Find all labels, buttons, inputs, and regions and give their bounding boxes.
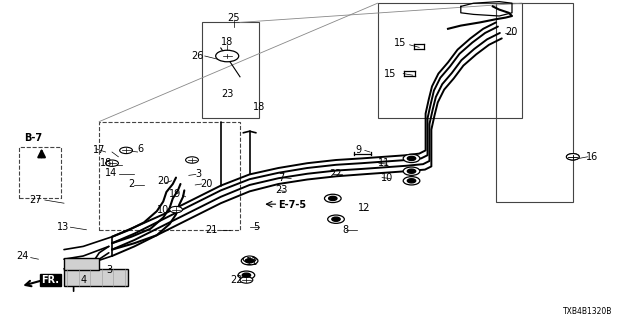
Text: 9: 9 xyxy=(355,145,362,156)
Circle shape xyxy=(170,206,182,213)
Circle shape xyxy=(407,169,416,173)
Text: 21: 21 xyxy=(205,225,218,236)
Text: 6: 6 xyxy=(138,144,144,154)
Bar xyxy=(19,147,61,198)
Text: 2: 2 xyxy=(128,179,134,189)
Text: 12: 12 xyxy=(358,203,371,213)
Circle shape xyxy=(403,154,420,163)
Circle shape xyxy=(407,179,416,183)
Text: 14: 14 xyxy=(105,168,117,178)
Text: 8: 8 xyxy=(342,225,349,236)
Circle shape xyxy=(243,273,251,277)
Text: 23: 23 xyxy=(275,185,287,196)
Text: 22: 22 xyxy=(330,169,342,180)
Text: 3: 3 xyxy=(106,265,112,276)
Text: 18: 18 xyxy=(100,158,112,168)
Text: 24: 24 xyxy=(17,251,29,261)
Circle shape xyxy=(186,157,198,163)
Bar xyxy=(64,269,128,286)
Text: 13: 13 xyxy=(57,222,69,232)
Text: 15: 15 xyxy=(394,38,406,48)
Bar xyxy=(202,22,259,118)
Circle shape xyxy=(324,194,341,203)
Circle shape xyxy=(238,271,255,279)
Text: 10: 10 xyxy=(157,204,170,215)
Bar xyxy=(99,122,240,230)
Circle shape xyxy=(241,257,258,265)
Text: 11: 11 xyxy=(246,257,259,268)
Circle shape xyxy=(328,215,344,223)
Circle shape xyxy=(566,154,579,160)
Text: 19: 19 xyxy=(169,188,181,199)
Text: 20: 20 xyxy=(506,27,518,37)
Text: 16: 16 xyxy=(586,152,598,162)
Circle shape xyxy=(332,217,340,221)
Text: E-7-5: E-7-5 xyxy=(278,200,307,210)
Circle shape xyxy=(120,147,132,154)
Circle shape xyxy=(106,160,118,166)
Text: 17: 17 xyxy=(93,145,106,156)
Text: 23: 23 xyxy=(221,89,234,100)
Text: 10: 10 xyxy=(381,172,393,183)
Text: 22: 22 xyxy=(230,275,243,285)
Text: FR.: FR. xyxy=(42,275,60,285)
Bar xyxy=(64,258,99,270)
Text: 20: 20 xyxy=(200,179,212,189)
Text: 7: 7 xyxy=(278,172,285,183)
Text: 27: 27 xyxy=(29,195,42,205)
Circle shape xyxy=(246,259,254,263)
Text: 20: 20 xyxy=(157,176,170,186)
Text: 25: 25 xyxy=(227,12,240,23)
Text: 15: 15 xyxy=(385,68,397,79)
Circle shape xyxy=(403,167,420,175)
Text: 18: 18 xyxy=(221,36,234,47)
Circle shape xyxy=(403,177,420,185)
Text: 11: 11 xyxy=(378,158,390,168)
Text: 4: 4 xyxy=(80,275,86,285)
Text: 26: 26 xyxy=(191,51,204,61)
Bar xyxy=(496,3,573,202)
Text: 18: 18 xyxy=(253,102,265,112)
Circle shape xyxy=(240,277,253,283)
Circle shape xyxy=(243,256,256,262)
Text: B-7: B-7 xyxy=(24,132,42,143)
Circle shape xyxy=(216,50,239,62)
Bar xyxy=(378,3,522,118)
Circle shape xyxy=(407,156,416,161)
Circle shape xyxy=(566,154,579,160)
Text: 3: 3 xyxy=(195,169,202,180)
Text: 5: 5 xyxy=(253,222,259,232)
Text: TXB4B1320B: TXB4B1320B xyxy=(563,308,612,316)
Circle shape xyxy=(329,196,337,200)
